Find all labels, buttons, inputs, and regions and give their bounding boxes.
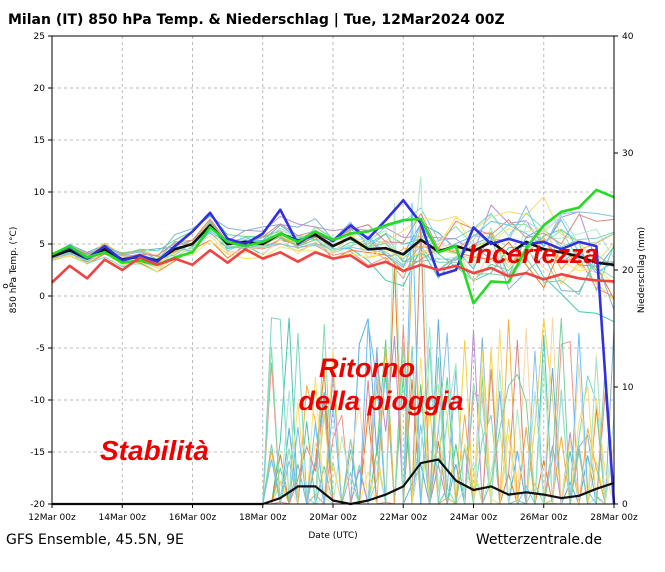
y-tick-label-right: 10: [622, 383, 634, 393]
y-tick-label-left: -20: [30, 500, 45, 510]
y-axis-label-left: 850 hPa Temp. (°C): [9, 227, 19, 314]
axis-ticks: 12Mar 00z 14Mar 00z 16Mar 00z 18Mar 00z 20Ma…: [28, 32, 638, 523]
footer-source: Wetterzentrale.de: [476, 532, 602, 548]
y-tick-label-left: 20: [34, 84, 46, 94]
y-tick-label-left: -5: [36, 344, 45, 354]
x-tick-label: 24Mar 00z: [450, 513, 498, 523]
x-tick-label: 14Mar 00z: [99, 513, 147, 523]
x-axis-label: Date (UTC): [308, 531, 357, 541]
y-tick-label-right: 40: [622, 32, 634, 42]
y-tick-label-left: 25: [34, 32, 45, 42]
series-mean-precip-mm: [52, 458, 615, 506]
x-tick-label: 26Mar 00z: [520, 513, 568, 523]
series-long-term-mean: [51, 247, 615, 284]
y-tick-label-right: 0: [622, 500, 628, 510]
x-tick-label: 22Mar 00z: [380, 513, 428, 523]
x-tick-label: 18Mar 00z: [239, 513, 287, 523]
annotation-incertezza: Incertezza: [468, 239, 599, 269]
y-tick-label-left: -10: [30, 396, 45, 406]
annotation-stabilita: Stabilità: [100, 435, 209, 466]
x-tick-label: 16Mar 00z: [169, 513, 217, 523]
footer-model-info: GFS Ensemble, 45.5N, 9E: [6, 532, 184, 548]
y-axis-label-right: Niederschlag (mm): [637, 227, 647, 313]
x-tick-label: 28Mar 00z: [590, 513, 638, 523]
y-tick-label-right: 30: [622, 149, 634, 159]
y-tick-label-left: -15: [30, 448, 45, 458]
highlight-series: [51, 188, 616, 506]
y-tick-label-left: 15: [34, 136, 45, 146]
y-tick-label-left: 5: [39, 240, 45, 250]
x-tick-label: 20Mar 00z: [309, 513, 357, 523]
y-tick-label-left: 10: [34, 188, 46, 198]
annotation-della-pioggia: della pioggia: [298, 386, 463, 416]
x-tick-label: 12Mar 00z: [28, 513, 76, 523]
y-tick-label-left: 0: [39, 292, 45, 302]
ensemble-member-temp: [51, 221, 615, 296]
y-tick-label-right: 20: [622, 266, 634, 276]
annotation-ritorno: Ritorno: [319, 353, 415, 383]
ensemble-member-precip: [52, 263, 614, 505]
y-axis-label-left-prefix: o: [1, 283, 11, 289]
chart-title: Milan (IT) 850 hPa Temp. & Niederschlag …: [8, 12, 505, 28]
series-control: [51, 188, 615, 305]
